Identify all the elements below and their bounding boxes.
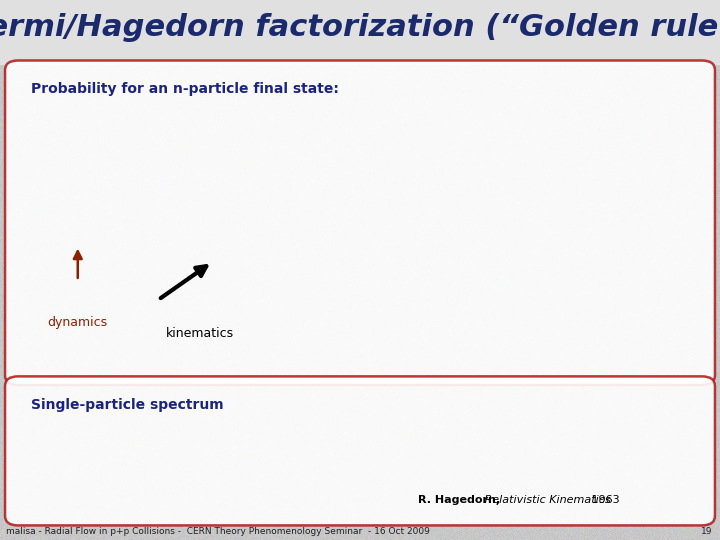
Text: kinematics: kinematics [166, 327, 234, 340]
Text: malisa - Radial Flow in p+p Collisions -  CERN Theory Phenomenology Seminar  - 1: malisa - Radial Flow in p+p Collisions -… [6, 526, 430, 536]
Text: R. Hagedorn,: R. Hagedorn, [418, 495, 500, 505]
Text: Fermi/Hagedorn factorization (“Golden rule”): Fermi/Hagedorn factorization (“Golden ru… [0, 14, 720, 43]
Text: Single-particle spectrum: Single-particle spectrum [31, 398, 224, 412]
Text: Probability for an n-particle final state:: Probability for an n-particle final stat… [31, 82, 339, 96]
FancyBboxPatch shape [0, 0, 720, 65]
Text: 1963: 1963 [588, 495, 619, 505]
FancyBboxPatch shape [5, 376, 715, 525]
Text: dynamics: dynamics [48, 316, 108, 329]
Text: Relativistic Kinematics: Relativistic Kinematics [481, 495, 611, 505]
FancyBboxPatch shape [5, 60, 715, 385]
Text: 19: 19 [701, 526, 713, 536]
